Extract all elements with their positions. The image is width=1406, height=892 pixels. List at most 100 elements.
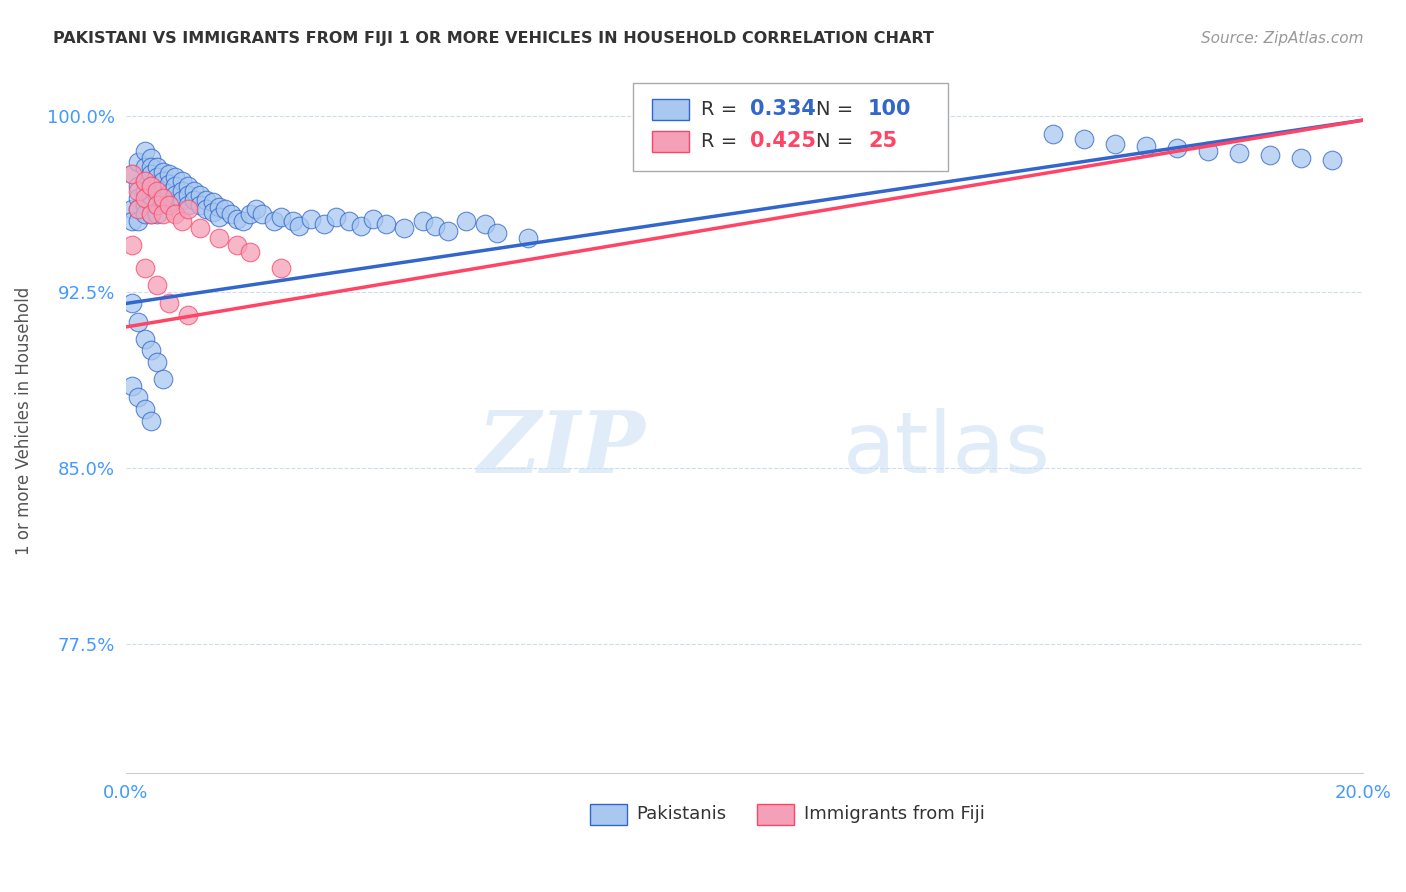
Point — [127, 184, 149, 198]
Point — [1320, 153, 1343, 168]
Point — [1289, 151, 1312, 165]
Point — [165, 207, 187, 221]
Point — [219, 207, 242, 221]
Text: N =: N = — [815, 132, 853, 151]
Point — [146, 169, 169, 184]
Text: Pakistanis: Pakistanis — [637, 805, 727, 823]
Point — [263, 214, 285, 228]
Point — [281, 214, 304, 228]
Point — [394, 221, 416, 235]
Point — [121, 202, 143, 217]
Point — [139, 198, 162, 212]
Point — [157, 195, 180, 210]
Point — [1166, 141, 1188, 155]
Point — [188, 221, 211, 235]
Point — [134, 144, 156, 158]
Point — [121, 378, 143, 392]
Text: 100: 100 — [868, 99, 911, 120]
Point — [139, 179, 162, 194]
Point — [134, 261, 156, 276]
Point — [412, 214, 434, 228]
Point — [1042, 128, 1064, 142]
Point — [232, 214, 254, 228]
Point — [127, 155, 149, 169]
Point — [170, 184, 193, 198]
Point — [134, 198, 156, 212]
Text: N =: N = — [815, 100, 853, 119]
Point — [152, 174, 174, 188]
Point — [146, 160, 169, 174]
Point — [245, 202, 267, 217]
Point — [454, 214, 477, 228]
Point — [183, 193, 205, 207]
Point — [177, 308, 200, 322]
Point — [214, 202, 236, 217]
Point — [177, 198, 200, 212]
Point — [146, 277, 169, 292]
Point — [146, 188, 169, 202]
Point — [226, 211, 249, 226]
Point — [152, 207, 174, 221]
Text: Source: ZipAtlas.com: Source: ZipAtlas.com — [1201, 31, 1364, 46]
Point — [270, 261, 292, 276]
Point — [208, 230, 231, 244]
Point — [350, 219, 373, 233]
Point — [157, 198, 180, 212]
Point — [134, 160, 156, 174]
Text: atlas: atlas — [844, 408, 1052, 491]
Point — [121, 167, 143, 181]
Point — [165, 188, 187, 202]
Point — [270, 210, 292, 224]
Text: ZIP: ZIP — [478, 408, 645, 491]
Point — [139, 151, 162, 165]
Text: 0.425: 0.425 — [751, 131, 817, 151]
Point — [485, 226, 508, 240]
Point — [208, 210, 231, 224]
Point — [301, 211, 323, 226]
Point — [239, 244, 262, 259]
Point — [201, 204, 224, 219]
Point — [127, 179, 149, 194]
Point — [1227, 146, 1250, 161]
Point — [152, 165, 174, 179]
Bar — [651, 99, 689, 120]
Point — [139, 179, 162, 194]
Point — [127, 391, 149, 405]
Point — [127, 214, 149, 228]
Point — [157, 296, 180, 310]
Point — [139, 207, 162, 221]
Point — [127, 191, 149, 205]
Point — [239, 207, 262, 221]
Y-axis label: 1 or more Vehicles in Household: 1 or more Vehicles in Household — [15, 287, 32, 555]
Point — [1258, 148, 1281, 162]
Point — [288, 219, 311, 233]
Point — [436, 224, 458, 238]
Point — [134, 207, 156, 221]
Point — [177, 188, 200, 202]
Point — [226, 237, 249, 252]
Point — [146, 179, 169, 194]
Point — [165, 169, 187, 184]
Bar — [756, 804, 794, 825]
Point — [121, 167, 143, 181]
Point — [139, 188, 162, 202]
Point — [170, 193, 193, 207]
Point — [170, 174, 193, 188]
Point — [121, 237, 143, 252]
Point — [201, 195, 224, 210]
Point — [337, 214, 360, 228]
Point — [423, 219, 446, 233]
Point — [152, 371, 174, 385]
Point — [139, 167, 162, 181]
Text: PAKISTANI VS IMMIGRANTS FROM FIJI 1 OR MORE VEHICLES IN HOUSEHOLD CORRELATION CH: PAKISTANI VS IMMIGRANTS FROM FIJI 1 OR M… — [53, 31, 935, 46]
Point — [474, 217, 496, 231]
Point — [146, 355, 169, 369]
Text: 0.334: 0.334 — [751, 99, 817, 120]
Point — [134, 332, 156, 346]
Point — [139, 207, 162, 221]
Text: R =: R = — [702, 100, 737, 119]
Point — [134, 191, 156, 205]
Point — [134, 184, 156, 198]
Point — [139, 343, 162, 358]
Bar — [589, 804, 627, 825]
